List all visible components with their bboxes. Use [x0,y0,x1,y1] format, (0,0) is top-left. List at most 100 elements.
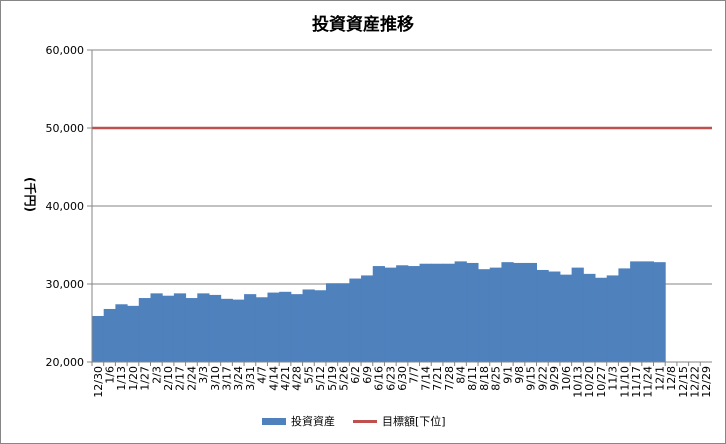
area-segment [548,271,561,362]
legend-item-target: 目標額[下位] [353,413,446,429]
x-tick-label: 6/16 [373,366,386,391]
x-tick-labels: 12/301/61/131/201/272/32/102/172/243/33/… [92,366,713,398]
x-tick-label: 9/22 [536,366,549,391]
legend-label-target: 目標額[下位] [382,415,446,428]
area-segment [361,275,374,362]
x-tick-label: 2/10 [162,366,175,391]
x-tick-label: 9/15 [525,366,538,391]
x-tick-label: 11/17 [630,366,643,398]
x-tick-label: 5/12 [314,366,327,391]
area-segment [208,294,222,362]
chart-title: 投資資産推移 [312,15,414,35]
x-tick-label: 9/8 [513,366,526,384]
area-segment [513,262,526,362]
area-segment [431,263,444,362]
x-tick-label: 3/31 [244,366,257,391]
x-tick-label: 12/15 [677,366,690,398]
area-segment [138,298,151,362]
x-tick-label: 5/19 [326,366,339,391]
x-tick-label: 8/11 [466,366,479,391]
y-tick-label: 50,000 [46,122,85,135]
area-segment [536,269,549,362]
x-tick-label: 5/26 [338,366,351,391]
x-tick-label: 2/17 [174,366,187,391]
x-tick-label: 8/4 [454,366,467,384]
y-tick-label: 60,000 [46,44,85,57]
area-segment [244,294,257,362]
axes [91,50,712,366]
area-segment [185,298,198,362]
area-segment [501,262,514,362]
x-tick-label: 5/5 [302,366,315,384]
area-segment [641,261,655,362]
x-tick-label: 4/21 [279,366,292,391]
x-tick-label: 2/24 [185,366,198,391]
x-tick-label: 6/23 [384,366,397,391]
x-tick-label: 3/17 [221,366,234,391]
area-segment [325,283,339,362]
area-segment [466,262,479,362]
area-segment [103,308,116,362]
area-segment [630,261,643,362]
area-segment [559,274,573,362]
area-segment [384,267,397,362]
x-tick-label: 12/30 [92,366,105,398]
area-segment [162,295,175,362]
x-tick-label: 8/18 [478,366,491,391]
area-segment [442,263,456,362]
legend-label-assets: 投資資産 [291,415,335,428]
x-tick-label: 10/20 [583,366,596,398]
x-tick-label: 3/24 [232,366,245,391]
area-segment [267,292,280,362]
x-tick-label: 9/29 [548,366,561,391]
area-segment [653,262,666,362]
x-tick-label: 10/13 [571,366,584,398]
area-segment [302,289,315,362]
area-segment [489,267,502,362]
area-segment [595,277,608,362]
area-segment [279,291,292,362]
area-segment [197,293,210,362]
x-tick-label: 2/3 [150,366,163,384]
x-tick-label: 11/3 [607,366,620,391]
x-tick-label: 6/9 [361,366,374,384]
x-tick-label: 12/1 [653,366,666,391]
area-segment [478,269,491,362]
x-tick-label: 3/10 [209,366,222,391]
x-tick-label: 7/21 [431,366,444,391]
x-tick-label: 7/14 [419,366,432,391]
x-tick-label: 6/2 [349,366,362,384]
x-tick-label: 7/7 [408,366,421,384]
x-tick-label: 10/6 [560,366,573,391]
x-tick-label: 9/1 [501,366,514,384]
x-tick-label: 12/22 [688,366,701,398]
x-tick-label: 10/27 [595,366,608,398]
x-tick-label: 11/10 [618,366,631,398]
x-tick-label: 12/8 [665,366,678,391]
x-tick-label: 7/28 [443,366,456,391]
area-segment [407,266,421,362]
area-segment [150,293,163,362]
area-series [92,261,666,362]
area-segment [524,262,538,362]
area-segment [372,266,385,362]
area-segment [232,299,245,362]
x-tick-label: 12/29 [700,366,713,398]
area-segment [127,305,140,362]
area-segment [618,268,631,362]
area-segment [290,294,304,362]
x-tick-label: 1/27 [139,366,152,391]
y-tick-labels: 20,000 30,000 40,000 50,000 60,000 [46,44,85,369]
x-tick-label: 3/3 [197,366,210,384]
area-segment [173,293,187,362]
area-segment [255,297,268,362]
area-segment [454,261,467,362]
y-tick-label: 20,000 [46,356,85,369]
area-segment [220,298,233,362]
legend: 投資資産 目標額[下位] [262,413,464,429]
x-tick-label: 1/20 [127,366,140,391]
area-segment [583,273,596,362]
area-segment [314,290,327,362]
